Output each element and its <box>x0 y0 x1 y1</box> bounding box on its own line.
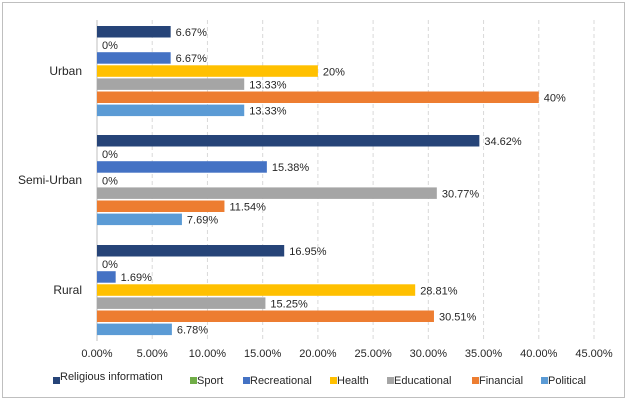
data-label: 6.67% <box>176 53 207 65</box>
bar <box>97 284 416 296</box>
legend-label: Financial <box>479 375 523 387</box>
bar <box>97 78 245 90</box>
data-label: 20% <box>323 66 345 78</box>
category-label: Rural <box>53 283 82 297</box>
data-label: 13.33% <box>249 79 287 91</box>
x-tick-label: 5.00% <box>137 348 168 360</box>
x-tick-label: 35.00% <box>465 348 503 360</box>
data-label: 6.67% <box>176 27 207 39</box>
data-label: 28.81% <box>420 285 458 297</box>
bar <box>97 323 172 336</box>
legend-swatch <box>541 377 548 384</box>
bar <box>97 65 318 77</box>
category-label: Semi-Urban <box>18 173 82 187</box>
x-tick-label: 45.00% <box>575 348 613 360</box>
legend-swatch <box>330 377 337 384</box>
data-label: 0% <box>102 175 118 187</box>
data-label: 34.62% <box>484 136 522 148</box>
x-tick-label: 30.00% <box>410 348 448 360</box>
data-label: 6.78% <box>177 325 208 337</box>
x-tick-label: 0.00% <box>81 348 112 360</box>
data-label: 30.77% <box>442 188 480 200</box>
legend-swatch <box>53 377 60 384</box>
data-label: 15.38% <box>272 162 310 174</box>
x-tick-label: 25.00% <box>354 348 392 360</box>
data-label: 0% <box>102 259 118 271</box>
category-label: Urban <box>49 64 82 78</box>
bar <box>97 213 182 226</box>
data-label: 13.33% <box>249 106 287 118</box>
x-tick-label: 10.00% <box>189 348 227 360</box>
data-label: 7.69% <box>187 215 218 227</box>
bar <box>97 161 267 173</box>
bar <box>97 26 171 38</box>
legend-label: Health <box>337 375 369 387</box>
legend-swatch <box>243 377 250 384</box>
x-tick-label: 20.00% <box>299 348 337 360</box>
bar <box>97 271 116 283</box>
legend-label: Religious information <box>60 371 163 383</box>
bar <box>97 297 266 309</box>
legend-label: Recreational <box>250 375 312 387</box>
data-label: 0% <box>102 149 118 161</box>
legend-label: Sport <box>197 375 223 387</box>
legend-swatch <box>472 377 479 384</box>
data-label: 11.54% <box>229 202 266 214</box>
data-label: 40% <box>544 93 566 105</box>
bar <box>97 200 225 212</box>
legend-label: Educational <box>394 375 452 387</box>
bar <box>97 91 539 103</box>
legend-label: Political <box>548 375 586 387</box>
bar <box>97 135 480 147</box>
data-label: 16.95% <box>289 246 327 258</box>
legend-swatch <box>190 377 197 384</box>
x-tick-label: 40.00% <box>520 348 558 360</box>
data-label: 1.69% <box>121 272 152 284</box>
data-label: 15.25% <box>270 298 308 310</box>
data-label: 0% <box>102 40 118 52</box>
bar <box>97 187 437 199</box>
x-tick-label: 15.00% <box>244 348 282 360</box>
bar <box>97 310 434 322</box>
legend-swatch <box>387 377 394 384</box>
bar <box>97 104 245 117</box>
data-label: 30.51% <box>439 312 477 324</box>
bar <box>97 245 285 257</box>
bar <box>97 52 171 64</box>
